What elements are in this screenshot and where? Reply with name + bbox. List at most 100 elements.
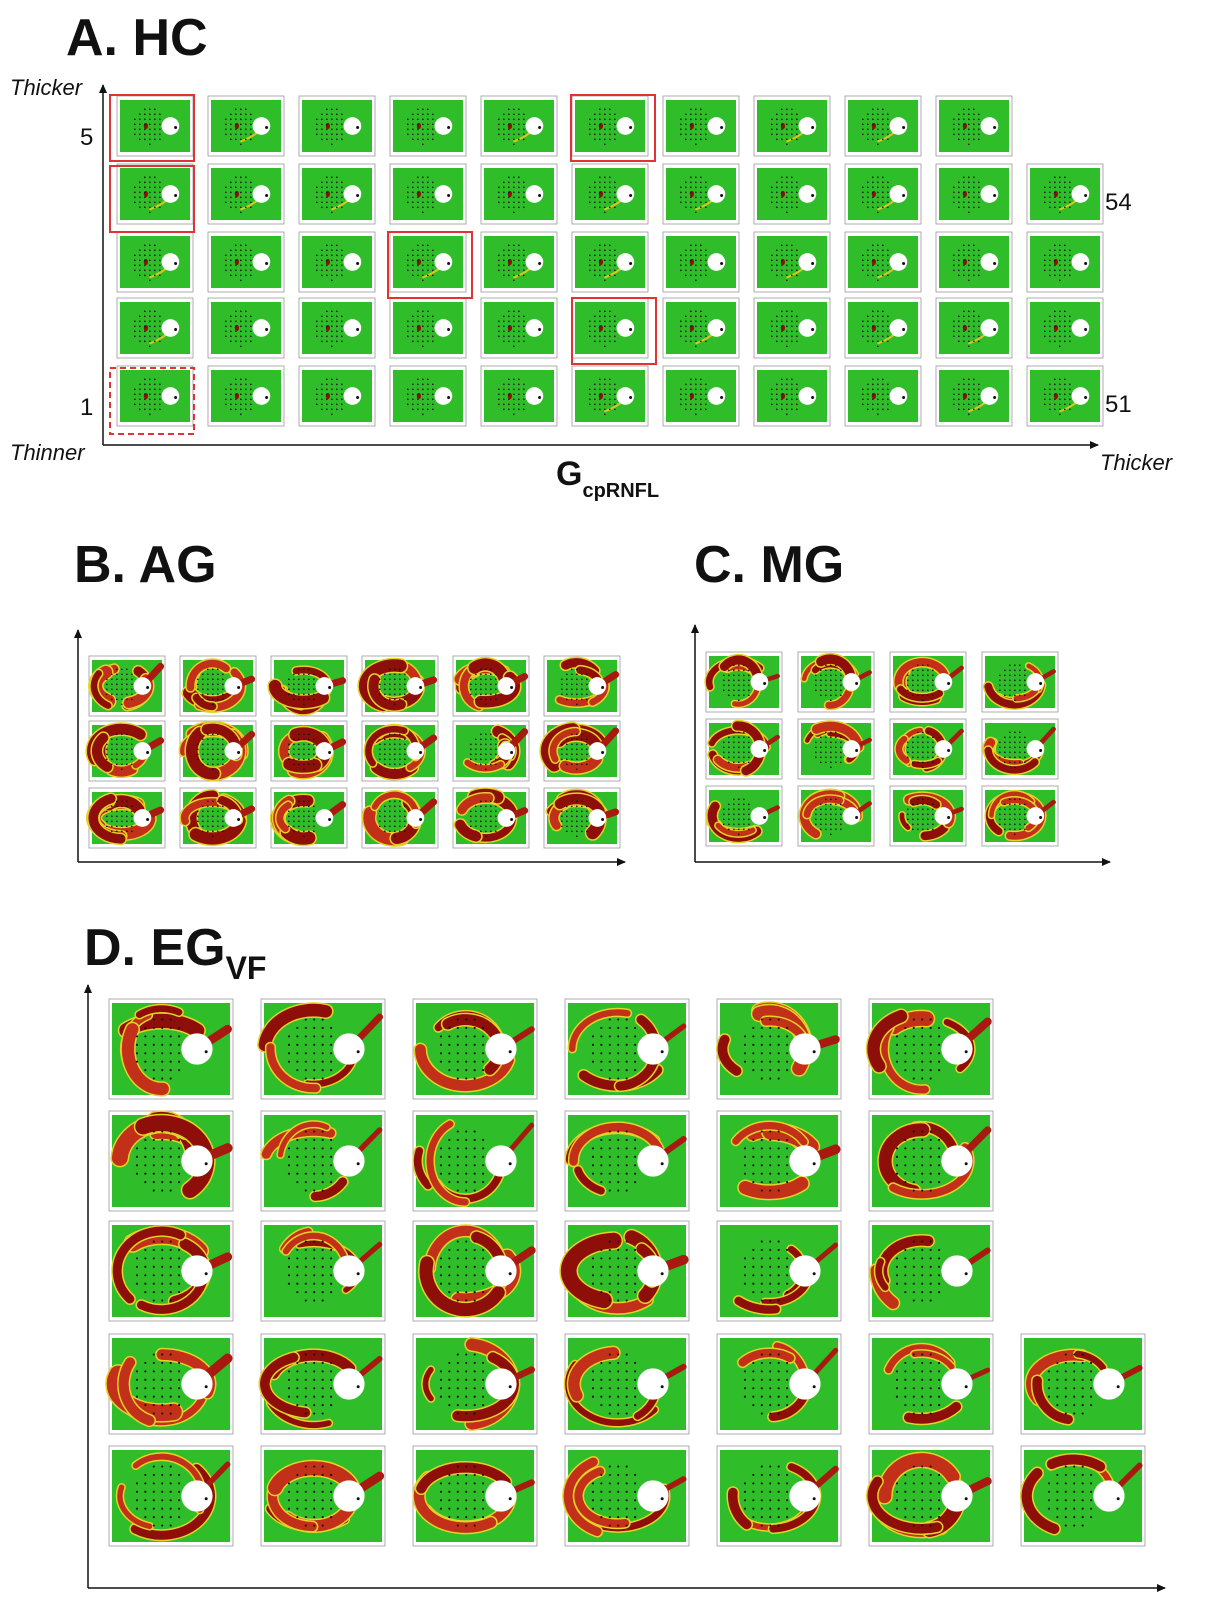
thumb-dot <box>222 754 224 756</box>
thumb-dot <box>427 187 429 189</box>
thumb-dot <box>288 1257 290 1259</box>
thumb-dot <box>604 404 606 406</box>
thumb-dot <box>245 404 247 406</box>
thumb-dot <box>523 326 525 328</box>
thumb-dot <box>422 394 424 396</box>
map-thumbnail <box>1027 232 1103 292</box>
thumb-dot <box>296 1173 298 1175</box>
thumb-dot <box>743 680 745 682</box>
thumb-dot <box>308 669 310 671</box>
thumb-dot <box>743 799 745 801</box>
thumb-dot <box>485 744 487 746</box>
thumb-dot <box>321 336 323 338</box>
thumb-dot <box>786 124 788 126</box>
thumb-dot <box>293 754 295 756</box>
thumb-dot <box>778 1189 780 1191</box>
thumb-dot <box>288 826 290 828</box>
thumb-dot <box>973 202 975 204</box>
thumb-dot <box>341 394 343 396</box>
thumb-dot <box>170 1164 172 1166</box>
thumb-dot <box>235 129 237 131</box>
thumb-dot <box>922 804 924 806</box>
thumb-dot <box>225 197 227 199</box>
thumb-dot <box>1054 260 1056 262</box>
thumb-dot <box>1049 389 1051 391</box>
thumb-dot <box>480 806 482 808</box>
thumb-dot <box>298 699 300 701</box>
thumb-dot <box>877 326 879 328</box>
thumb-dot <box>685 409 687 411</box>
thumb-dot <box>475 679 477 681</box>
thumb-dot <box>840 809 842 811</box>
thumb-dot <box>586 816 588 818</box>
thumb-dot <box>609 275 611 277</box>
thumb-dot <box>958 192 960 194</box>
thumb-dot <box>134 389 136 391</box>
thumb-dot <box>634 1291 636 1293</box>
thumb-dot <box>341 250 343 252</box>
thumb-dot <box>316 124 318 126</box>
thumb-dot <box>432 255 434 257</box>
thumb-dot <box>1014 757 1016 759</box>
thumb-dot <box>1044 336 1046 338</box>
thumb-dot <box>427 124 429 126</box>
thumb-disc <box>589 677 607 695</box>
thumb-dot <box>432 129 434 131</box>
thumb-dot <box>958 207 960 209</box>
thumb-dot <box>786 1283 788 1285</box>
thumb-dot <box>867 404 869 406</box>
thumb-dot <box>700 399 702 401</box>
thumb-dot <box>341 192 343 194</box>
thumb-dot <box>930 1147 932 1149</box>
thumb-dot <box>250 250 252 252</box>
thumb-dot <box>830 680 832 682</box>
thumb-disc <box>333 1145 364 1176</box>
thumb-dot <box>235 394 237 396</box>
map-thumbnail <box>663 298 739 358</box>
thumb-dot <box>761 1018 763 1020</box>
thumb-dot <box>139 260 141 262</box>
thumb-dot <box>523 197 525 199</box>
thumb-dot <box>993 126 996 129</box>
thumb-dot <box>695 114 697 116</box>
thumb-dot <box>490 679 492 681</box>
thumb-disc <box>617 319 635 337</box>
thumb-dot <box>394 831 396 833</box>
thumb-dot <box>240 265 242 267</box>
thumb-dot <box>786 275 788 277</box>
thumb-dot <box>305 1249 307 1251</box>
thumb-dot <box>508 265 510 267</box>
thumb-dot <box>571 744 573 746</box>
thumb-dot <box>968 207 970 209</box>
thumb-dot <box>690 265 692 267</box>
thumb-dot <box>571 694 573 696</box>
thumb-dot <box>235 250 237 252</box>
thumb-dot <box>791 177 793 179</box>
thumb-dot <box>1009 804 1011 806</box>
thumb-dot <box>154 134 156 136</box>
thumb-dot <box>778 1061 780 1063</box>
thumb-dot <box>422 134 424 136</box>
thumb-dot <box>912 814 914 816</box>
thumb-dot <box>973 341 975 343</box>
thumb-dot <box>149 207 151 209</box>
thumb-dot <box>116 801 118 803</box>
thumb-dot <box>399 699 401 701</box>
thumb-dot <box>815 675 817 677</box>
thumb-dot <box>599 399 601 401</box>
thumb-dot <box>882 394 884 396</box>
map-thumbnail <box>208 232 284 292</box>
thumb-dot <box>614 182 616 184</box>
thumb-dot <box>769 1052 771 1054</box>
thumb-dot <box>604 384 606 386</box>
thumb-dot <box>111 754 113 756</box>
thumb-dot <box>159 270 161 272</box>
thumb-dot <box>685 270 687 272</box>
thumb-dot <box>245 379 247 381</box>
thumb-dot <box>384 821 386 823</box>
thumb-dot <box>161 1147 163 1149</box>
thumb-dot <box>1004 809 1006 811</box>
thumb-dot <box>316 192 318 194</box>
thumb-dot <box>589 265 591 267</box>
map-thumbnail <box>890 719 966 779</box>
